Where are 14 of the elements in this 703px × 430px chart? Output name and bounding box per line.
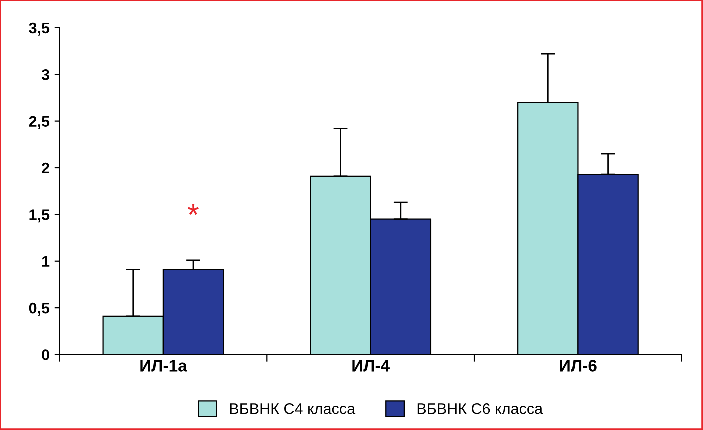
legend-label: ВБВНК С4 класса (230, 404, 356, 414)
y-tick-label: 3 (42, 70, 50, 80)
y-tick-label: 2 (42, 162, 50, 174)
y-tick-label: 2,5 (29, 116, 50, 130)
x-tick-label: ИЛ-6 (560, 360, 597, 372)
y-tick-label: 0,5 (29, 302, 50, 316)
annotation: * (188, 204, 199, 216)
y-tick-label: 3,5 (29, 22, 50, 36)
x-tick-label: ИЛ-1а (140, 360, 188, 372)
legend-label: ВБВНК С6 класса (418, 404, 544, 414)
y-tick-label: 0 (42, 350, 50, 360)
y-tick-label: 1 (42, 256, 50, 267)
x-tick-label: ИЛ-4 (352, 360, 390, 372)
y-tick-label: 1,5 (30, 210, 50, 223)
